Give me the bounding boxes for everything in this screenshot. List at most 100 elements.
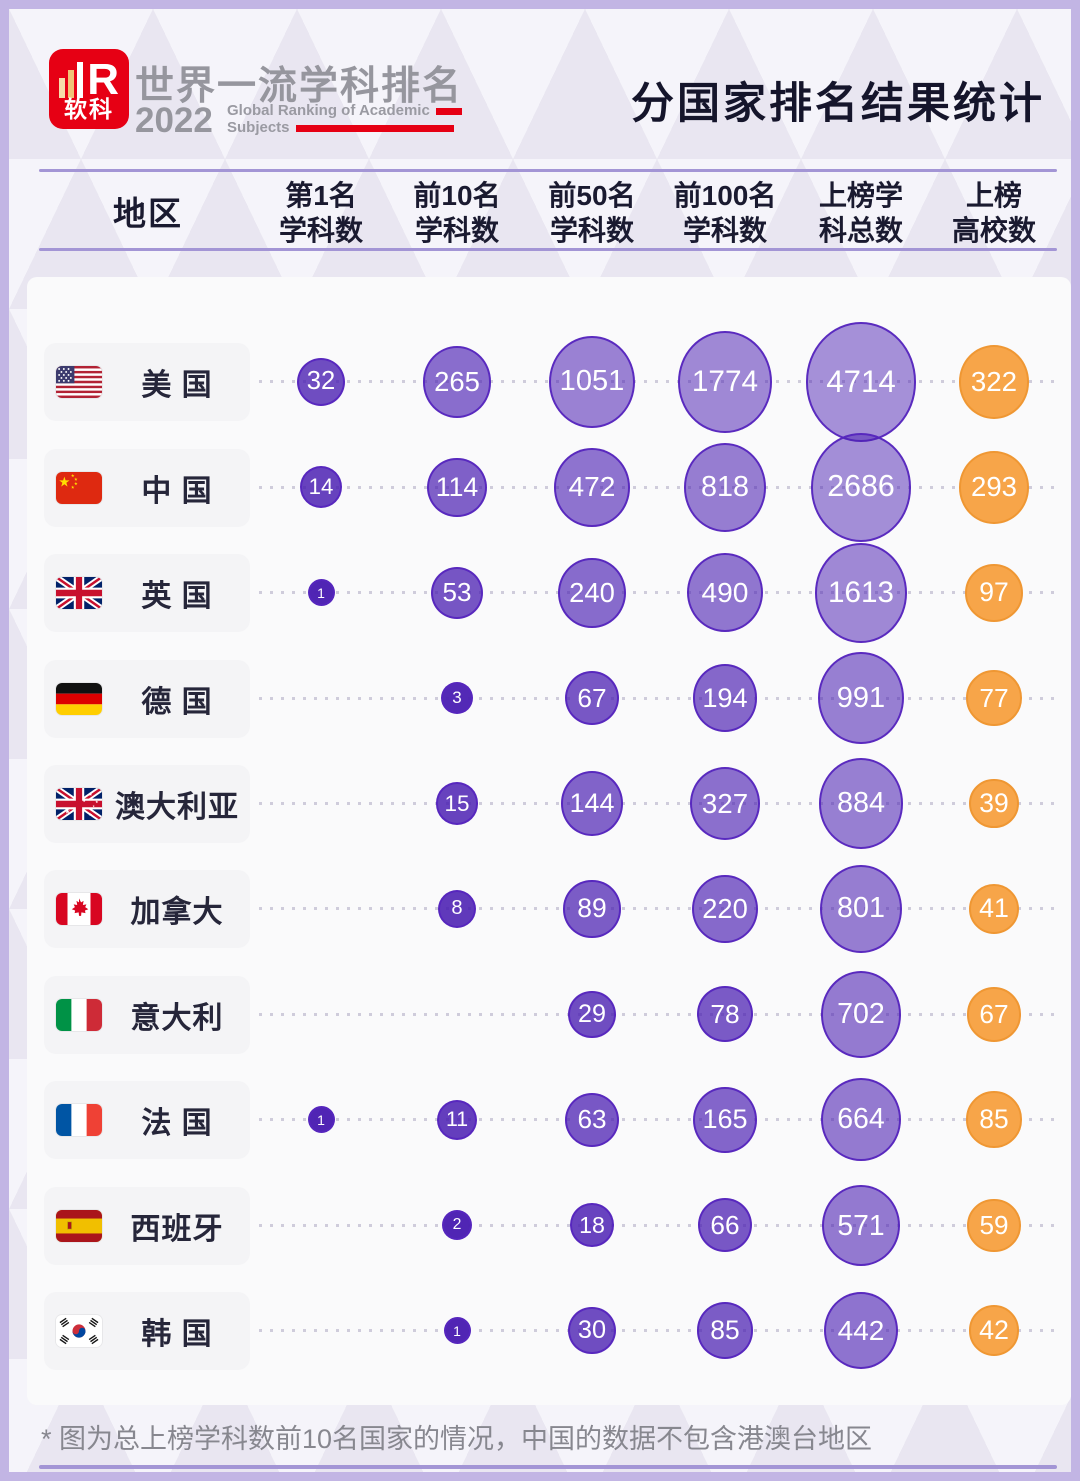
bubble-top100: 194 bbox=[692, 664, 758, 732]
country-name: 意大利 bbox=[130, 1001, 224, 1035]
row-dotted-line bbox=[259, 1118, 1057, 1122]
red-dash-decoration bbox=[435, 107, 462, 115]
column-header-line1: 前10名 bbox=[413, 180, 501, 211]
bubble-total-subjects: 2686 bbox=[810, 433, 912, 542]
country-pill: 德 国 bbox=[44, 659, 250, 738]
column-header-line2: 学科数 bbox=[682, 215, 767, 246]
row-dotted-line bbox=[259, 591, 1057, 595]
bubble-universities: 39 bbox=[969, 778, 1019, 829]
bubble-top1: 14 bbox=[300, 466, 342, 509]
row-dotted-line bbox=[259, 1223, 1057, 1227]
header-bottom-line bbox=[39, 248, 1057, 251]
country-name: 英 国 bbox=[141, 580, 213, 614]
bubble-top10: 3 bbox=[440, 681, 474, 715]
table-row: 意大利 29 78 702 67 bbox=[27, 962, 1071, 1068]
column-header-top50: 前50名 学科数 bbox=[548, 178, 635, 248]
country-pill: 美 国 bbox=[44, 343, 250, 422]
header-top-line bbox=[39, 169, 1057, 172]
country-pill: 中 国 bbox=[44, 448, 250, 527]
flag-gb-icon bbox=[56, 577, 102, 610]
table-row: 加拿大 8 89 220 801 41 bbox=[27, 856, 1071, 962]
flag-us-icon bbox=[56, 366, 102, 399]
bubble-top10: 114 bbox=[427, 457, 487, 518]
bubble-top10: 11 bbox=[436, 1099, 478, 1140]
flag-au-icon bbox=[56, 787, 102, 820]
column-header-top100: 前100名学科数 bbox=[674, 178, 777, 248]
table-row: 德 国 3 67 194 991 77 bbox=[27, 646, 1071, 752]
column-header-line1: 前50名 bbox=[548, 180, 636, 211]
bubble-universities: 293 bbox=[959, 451, 1029, 524]
table-row: 韩 国 1 30 85 442 42 bbox=[27, 1278, 1071, 1384]
logo-badge-text: 软科 bbox=[64, 96, 114, 122]
row-dotted-line bbox=[259, 696, 1057, 700]
bubble-total-subjects: 702 bbox=[820, 970, 902, 1058]
country-pill: 法 国 bbox=[44, 1081, 250, 1160]
table-row: 英 国 1 53 240 490 1613 97 bbox=[27, 540, 1071, 646]
country-name: 西班牙 bbox=[130, 1212, 224, 1246]
shangharanking-logo: R 软科 bbox=[49, 49, 129, 129]
bubble-top50: 67 bbox=[564, 670, 620, 726]
row-dotted-line bbox=[259, 1328, 1057, 1332]
bubble-total-subjects: 801 bbox=[819, 864, 903, 954]
country-pill: 西班牙 bbox=[44, 1186, 250, 1265]
bubble-top50: 144 bbox=[561, 771, 623, 836]
flag-ca-icon bbox=[56, 893, 102, 926]
bubble-top10: 8 bbox=[437, 889, 477, 929]
column-header-line2: 学科数 bbox=[278, 215, 364, 246]
flag-kr-icon bbox=[56, 1314, 102, 1347]
bubble-universities: 85 bbox=[965, 1091, 1023, 1149]
row-dotted-line bbox=[259, 907, 1057, 911]
country-pill: 加拿大 bbox=[44, 870, 250, 949]
column-header-line1: 第1名 bbox=[285, 180, 357, 211]
bubble-total-subjects: 884 bbox=[819, 758, 903, 849]
table-row: 澳大利亚 15 144 327 884 39 bbox=[27, 751, 1071, 857]
bubble-top10: 53 bbox=[430, 566, 484, 619]
column-header-universities: 上榜 高校数 bbox=[952, 178, 1036, 248]
bubble-top10: 15 bbox=[435, 782, 479, 825]
column-header-line1: 前100名 bbox=[673, 180, 777, 211]
bubble-top50: 63 bbox=[565, 1092, 619, 1147]
country-name: 法 国 bbox=[141, 1107, 213, 1141]
column-header-line2: 高校数 bbox=[951, 215, 1037, 246]
bubble-top1: 32 bbox=[296, 357, 346, 407]
bubble-top10: 1 bbox=[443, 1317, 471, 1345]
column-header-line2: 学科数 bbox=[414, 215, 499, 246]
page-title: 分国家排名结果统计 bbox=[631, 80, 1045, 128]
row-dotted-line bbox=[259, 380, 1057, 384]
country-pill: 英 国 bbox=[44, 554, 250, 633]
bubble-total-subjects: 571 bbox=[822, 1184, 900, 1266]
column-header-line2: 科总数 bbox=[818, 215, 904, 246]
country-name: 加拿大 bbox=[130, 896, 224, 930]
bubble-top10: 265 bbox=[422, 346, 492, 418]
bubble-universities: 322 bbox=[958, 345, 1030, 419]
column-headers: 第1名 学科数 前10名 学科数 前50名 学科数 前100名 学科数 上榜学 科总数 上榜 高校数 bbox=[9, 178, 1071, 250]
bubble-top1: 1 bbox=[307, 579, 335, 607]
footnote: * 图为总上榜学科数前10名国家的情况，中国的数据不包含港澳台地区 bbox=[41, 1424, 873, 1454]
red-bar-decoration bbox=[295, 124, 454, 132]
bubble-top1: 1 bbox=[307, 1106, 335, 1134]
country-name: 美 国 bbox=[141, 369, 213, 403]
bubble-total-subjects: 442 bbox=[823, 1291, 899, 1370]
country-name: 澳大利亚 bbox=[115, 790, 239, 824]
column-header-top1: 第1名学科数 bbox=[279, 178, 363, 248]
bubble-universities: 41 bbox=[968, 883, 1020, 935]
column-header-top10: 前10名学科数 bbox=[413, 178, 500, 248]
flag-es-icon bbox=[56, 1209, 102, 1242]
table-row: 美 国 32 265 1051 1774 4714 322 bbox=[27, 322, 1071, 442]
column-header-total-subjects: 上榜学 科总数 bbox=[819, 178, 903, 248]
bubble-top100: 490 bbox=[687, 553, 763, 633]
bubble-top50: 1051 bbox=[548, 335, 636, 429]
chart-panel: 美 国 32 265 1051 1774 4714 322 中 国 14 114 472 818 268… bbox=[27, 277, 1071, 1405]
bubble-top50: 30 bbox=[568, 1306, 616, 1355]
bubble-universities: 97 bbox=[965, 563, 1023, 622]
flag-de-icon bbox=[56, 682, 102, 715]
bubble-total-subjects: 664 bbox=[821, 1078, 901, 1162]
ranking-subtitle-line1: Global Ranking of Academic bbox=[227, 102, 430, 119]
bubble-top100: 818 bbox=[683, 442, 767, 532]
ranking-year: 2022 bbox=[135, 101, 213, 140]
bubble-total-subjects: 1613 bbox=[814, 542, 908, 643]
bubble-top50: 29 bbox=[568, 990, 616, 1039]
flag-fr-icon bbox=[56, 1104, 102, 1137]
row-dotted-line bbox=[259, 485, 1057, 489]
